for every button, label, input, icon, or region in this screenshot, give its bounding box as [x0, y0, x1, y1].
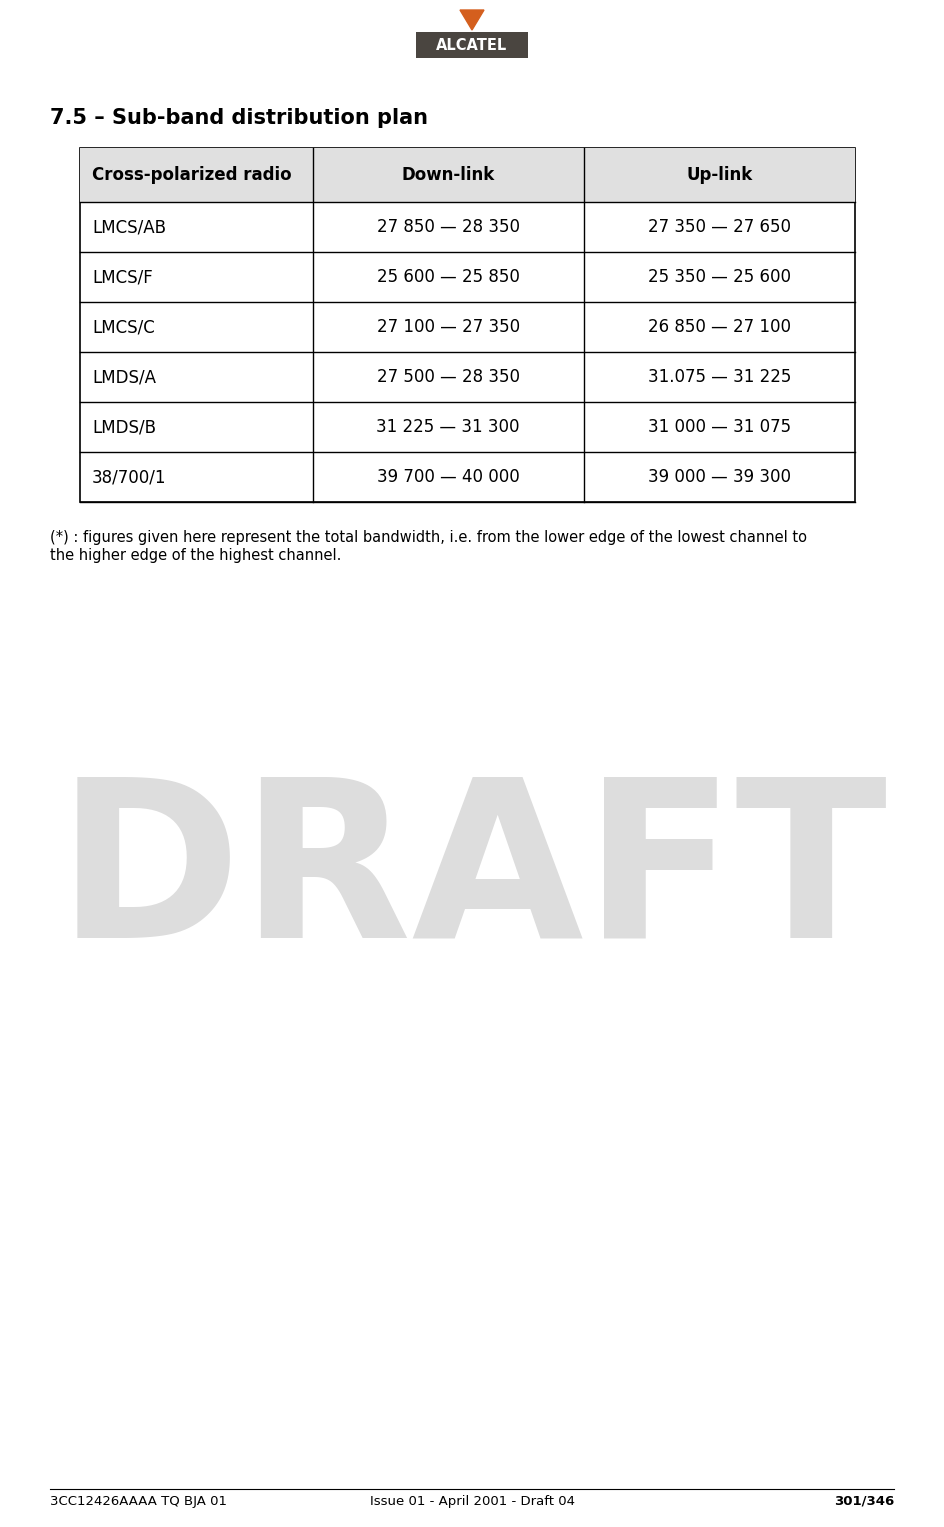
Text: 31 000 — 31 075: 31 000 — 31 075: [648, 418, 791, 437]
Text: 39 000 — 39 300: 39 000 — 39 300: [648, 467, 791, 486]
Text: 38/700/1: 38/700/1: [92, 467, 166, 486]
Text: 301/346: 301/346: [834, 1495, 894, 1509]
Text: 25 600 — 25 850: 25 600 — 25 850: [377, 269, 519, 286]
Text: 27 100 — 27 350: 27 100 — 27 350: [377, 318, 520, 336]
Text: 31.075 — 31 225: 31.075 — 31 225: [648, 368, 791, 386]
Text: 27 350 — 27 650: 27 350 — 27 650: [648, 218, 791, 237]
Bar: [80, 148, 855, 202]
Text: 3CC12426AAAA TQ BJA 01: 3CC12426AAAA TQ BJA 01: [50, 1495, 227, 1509]
Text: 27 500 — 28 350: 27 500 — 28 350: [377, 368, 519, 386]
Text: ALCATEL: ALCATEL: [436, 38, 508, 52]
Text: DRAFT: DRAFT: [57, 770, 887, 983]
Text: 7.5 – Sub-band distribution plan: 7.5 – Sub-band distribution plan: [50, 108, 428, 128]
Text: LMCS/F: LMCS/F: [92, 269, 153, 286]
Text: 26 850 — 27 100: 26 850 — 27 100: [648, 318, 791, 336]
Text: LMCS/AB: LMCS/AB: [92, 218, 166, 237]
Bar: [80, 148, 855, 502]
Text: LMDS/B: LMDS/B: [92, 418, 156, 437]
Text: 27 850 — 28 350: 27 850 — 28 350: [377, 218, 519, 237]
Text: Cross-polarized radio: Cross-polarized radio: [92, 166, 292, 183]
Polygon shape: [460, 11, 484, 31]
Text: Issue 01 - April 2001 - Draft 04: Issue 01 - April 2001 - Draft 04: [369, 1495, 575, 1509]
Text: 25 350 — 25 600: 25 350 — 25 600: [648, 269, 791, 286]
Text: 31 225 — 31 300: 31 225 — 31 300: [377, 418, 520, 437]
Text: 39 700 — 40 000: 39 700 — 40 000: [377, 467, 519, 486]
Bar: [416, 32, 528, 58]
Text: LMCS/C: LMCS/C: [92, 318, 155, 336]
Text: (*) : figures given here represent the total bandwidth, i.e. from the lower edge: (*) : figures given here represent the t…: [50, 530, 807, 545]
Text: the higher edge of the highest channel.: the higher edge of the highest channel.: [50, 548, 342, 563]
Text: Up-link: Up-link: [686, 166, 752, 183]
Text: Down-link: Down-link: [401, 166, 495, 183]
Text: LMDS/A: LMDS/A: [92, 368, 156, 386]
